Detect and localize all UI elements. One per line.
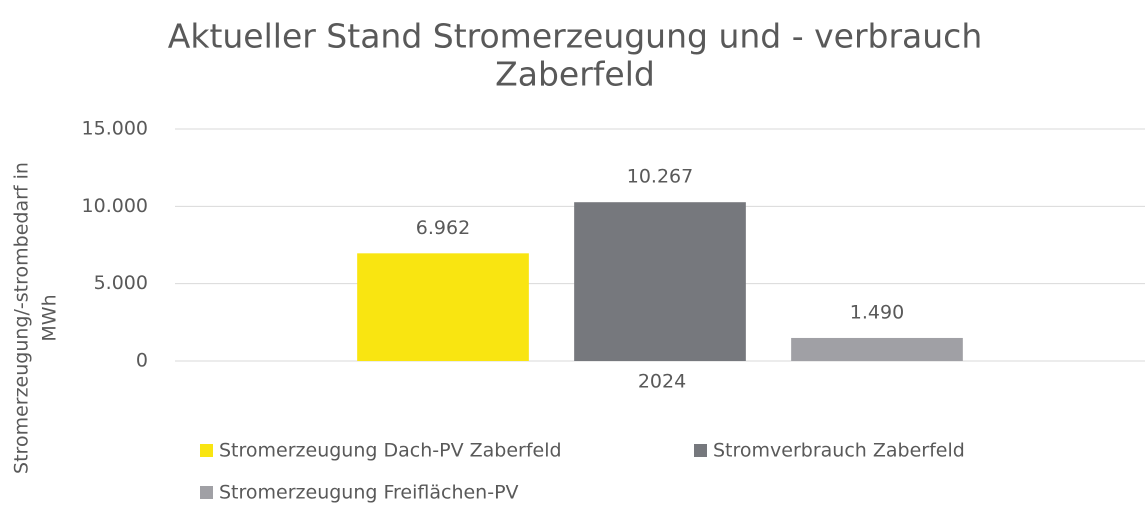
y-axis-label: Stromerzeugung/-strombedarf in MWh (11, 162, 61, 474)
legend-label: Stromverbrauch Zaberfeld (713, 440, 965, 462)
y-axis-label-line: Stromerzeugung/-strombedarf in (11, 162, 33, 474)
y-tick-label: 5.000 (94, 272, 148, 294)
y-axis-label-line: MWh (39, 294, 61, 341)
legend-label: Stromerzeugung Freiflächen-PV (219, 482, 519, 504)
legend-swatch (694, 444, 707, 457)
value-label: 1.490 (850, 301, 904, 323)
legend-swatch (200, 444, 213, 457)
bar (357, 253, 529, 361)
legend-label: Stromerzeugung Dach-PV Zaberfeld (219, 440, 562, 462)
bar (791, 337, 963, 361)
y-tick-label: 15.000 (82, 118, 148, 140)
x-tick-label: 2024 (638, 371, 686, 393)
value-label: 6.962 (416, 217, 470, 239)
legend-swatch (200, 486, 213, 499)
chart-title: Aktueller Stand Stromerzeugung und - ver… (168, 17, 982, 56)
y-tick-label: 10.000 (82, 195, 148, 217)
value-label: 10.267 (627, 166, 693, 188)
bar (574, 202, 746, 361)
y-tick-label: 0 (136, 350, 148, 372)
chart-title: Zaberfeld (495, 55, 655, 94)
